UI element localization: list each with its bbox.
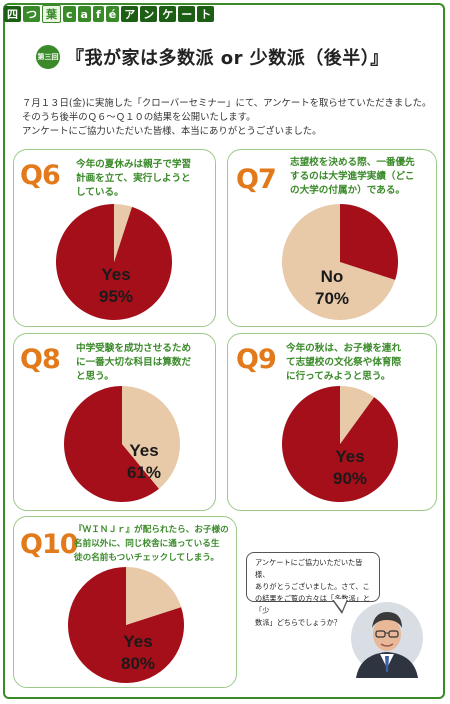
header-seg-6: é	[105, 6, 120, 22]
header-seg-7: ア	[121, 6, 139, 22]
question-text: 中学受験を成功させるため に一番大切な科目は算数だ と思う。	[76, 343, 192, 382]
intro-text: ７月１３日(金)に実施した「クローバーセミナー」にて、アンケートを取らせていただ…	[22, 97, 432, 139]
question-number: Q7	[236, 164, 277, 195]
bubble-line: ありがとうございました。さて、こ	[255, 582, 370, 591]
pie-slice-main	[64, 386, 159, 502]
intro-line: アンケートにご協力いただいた皆様、本当にありがとうございました。	[22, 126, 322, 137]
question-text: 今年の夏休みは親子で学習 計画を立て、実行しようと している。	[76, 159, 192, 198]
question-text: 今年の秋は、お子様を連れ て志望校の文化祭や体育際 に行ってみようと思う。	[286, 343, 402, 382]
question-card-q9: Q9 今年の秋は、お子様を連れ て志望校の文化祭や体育際 に行ってみようと思う。 Y…	[227, 333, 437, 511]
question-number: Q8	[20, 344, 61, 375]
intro-line: そのうち後半のＱ６～Ｑ１０の結果を公開いたします。	[22, 112, 256, 123]
question-card-q7: Q7 志望校を決める際、一番優先 するのは大学進学実績（どこ の大学の付属か）である…	[227, 149, 437, 327]
header-seg-2: 葉	[42, 5, 61, 23]
pie-slice-main	[67, 567, 184, 683]
pie-slice-main	[55, 204, 172, 320]
question-card-q10: Q10 『ＷＩＮＪｒ』が配られたら、お子様の 名前以外に、同じ校舎に通っている生徒…	[13, 516, 237, 688]
pie-chart-q9: Yes 90%	[282, 386, 398, 502]
bubble-line: 数派」どちらでしょうか？	[255, 618, 342, 627]
question-text: 志望校を決める際、一番優先 するのは大学進学実績（どこ の大学の付属か）である。	[290, 157, 415, 196]
question-text: 『ＷＩＮＪｒ』が配られたら、お子様の 名前以外に、同じ校舎に通っている生 徒の名前も…	[74, 525, 229, 563]
header-seg-11: ト	[197, 6, 215, 22]
pie-answer-label: Yes	[101, 265, 130, 284]
header-seg-4: a	[77, 6, 91, 22]
presenter-avatar	[351, 602, 423, 678]
pie-chart-q10: Yes 80%	[67, 567, 184, 683]
pie-percent-label: 90%	[333, 469, 367, 488]
intro-line: ７月１３日(金)に実施した「クローバーセミナー」にて、アンケートを取らせていただ…	[22, 98, 432, 109]
pie-slice-rest	[122, 386, 180, 489]
pie-slice-rest	[126, 567, 182, 625]
header-seg-9: ケ	[159, 6, 177, 22]
pie-slice-rest	[114, 204, 132, 262]
pie-percent-label: 61%	[127, 463, 161, 482]
title-row: 第三回 『我が家は多数派 or 少数派（後半）』	[36, 44, 389, 70]
header-seg-10: ー	[178, 6, 196, 22]
header-seg-0: 四	[4, 6, 21, 22]
pie-slice-rest	[340, 204, 398, 280]
question-number: Q9	[236, 344, 277, 375]
question-number: Q6	[20, 160, 61, 191]
pie-percent-label: 80%	[121, 654, 155, 673]
question-card-q8: Q8 中学受験を成功させるため に一番大切な科目は算数だ と思う。 Yes 61%	[13, 333, 216, 511]
header-seg-1: つ	[23, 6, 40, 22]
pie-chart-q8: Yes 61%	[64, 386, 180, 502]
question-number: Q10	[20, 529, 79, 560]
bubble-line: の結果をご覧の方々は「多数派」と「少	[255, 594, 371, 615]
header-strip: 四 つ 葉 c a f é ア ン ケ ー ト	[4, 4, 215, 24]
speech-bubble-tail-fill	[333, 599, 347, 611]
pie-answer-label: Yes	[335, 447, 364, 466]
page-frame	[3, 3, 445, 699]
pie-slice-main	[282, 204, 396, 320]
page-title: 『我が家は多数派 or 少数派（後半）』	[66, 48, 389, 69]
pie-answer-label: No	[321, 267, 344, 286]
speech-bubble: アンケートにご協力いただいた皆様、 ありがとうございました。さて、こ の結果をご…	[246, 552, 380, 627]
pie-percent-label: 70%	[315, 289, 349, 308]
pie-chart-q7: No 70%	[282, 204, 398, 320]
header-seg-8: ン	[140, 6, 158, 22]
pie-answer-label: Yes	[123, 632, 152, 651]
header-seg-3: c	[63, 6, 76, 22]
question-card-q6: Q6 今年の夏休みは親子で学習 計画を立て、実行しようと している。 Yes 95%	[13, 149, 216, 327]
pie-percent-label: 95%	[99, 287, 133, 306]
pie-slice-rest	[340, 386, 375, 444]
pie-answer-label: Yes	[129, 441, 158, 460]
episode-badge: 第三回	[36, 45, 60, 69]
bubble-line: アンケートにご協力いただいた皆様、	[255, 558, 363, 579]
pie-chart-q6: Yes 95%	[55, 204, 172, 320]
header-seg-5: f	[92, 6, 104, 22]
